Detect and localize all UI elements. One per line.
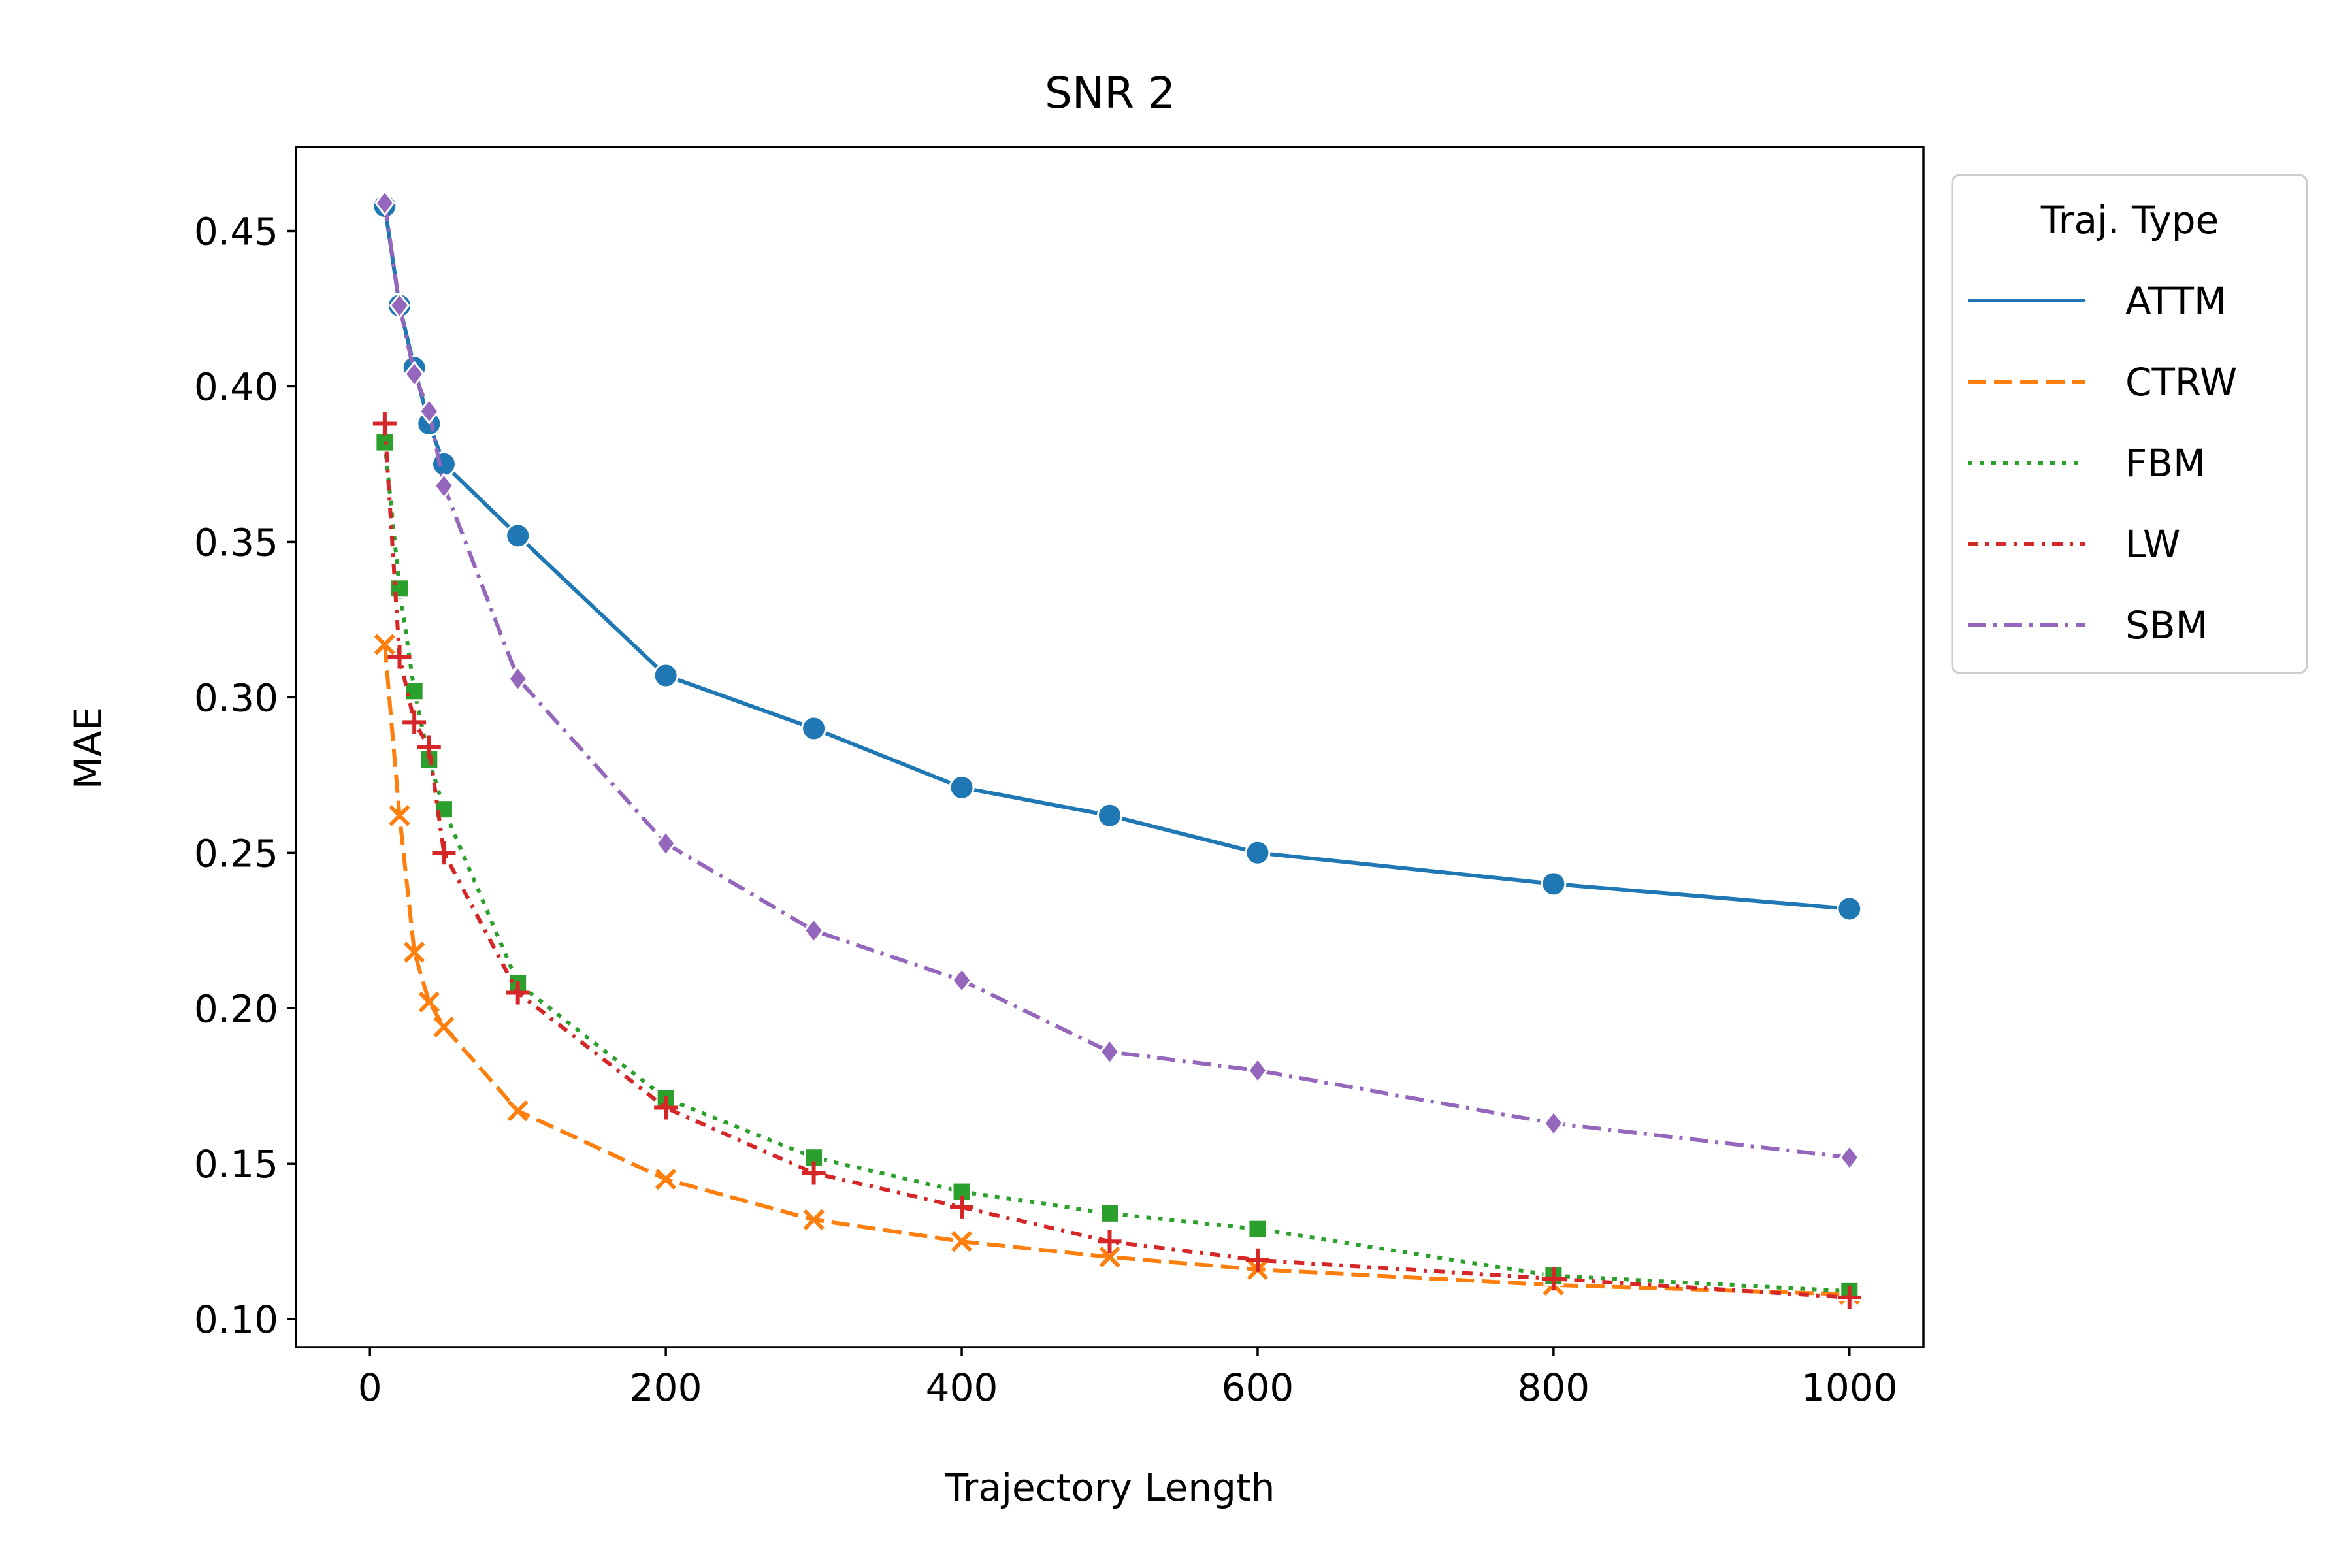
data-point [433,1016,455,1037]
data-point [655,830,677,857]
y-tick-label: 0.20 [194,987,278,1031]
x-tick-label: 400 [926,1365,998,1410]
x-tick-label: 800 [1518,1365,1590,1410]
legend-frame [1951,174,2308,674]
data-point [1838,1144,1860,1171]
plot-frame [295,146,1925,1348]
data-point [951,1231,973,1252]
data-point [802,1161,826,1185]
data-point [1541,871,1567,897]
series-sbm [374,189,1860,1171]
data-point [505,523,531,549]
plot-area [372,189,1863,1309]
y-tick-label: 0.40 [194,365,278,409]
x-tick-label: 1000 [1801,1365,1898,1410]
data-point [387,645,412,669]
data-point [951,966,972,994]
chart-title: SNR 2 [1045,68,1175,118]
y-tick-label: 0.35 [194,520,278,564]
data-point [404,681,425,702]
data-point [389,292,410,319]
data-point [507,1100,529,1122]
data-point [949,774,975,800]
data-point [801,715,827,742]
legend-label-fbm: FBM [2125,441,2206,485]
data-point [507,665,529,693]
data-point [431,451,457,477]
x-axis-label: Trajectory Length [945,1465,1275,1510]
series-lw [372,412,1861,1309]
data-point [1247,1056,1268,1084]
data-point [404,360,425,387]
x-tick-label: 600 [1222,1365,1294,1410]
data-point [1100,1203,1120,1224]
data-point [389,805,410,826]
data-point [374,634,395,655]
data-point [1097,802,1122,828]
legend: Traj. Type ATTM CTRW FBM LW SBM [1951,174,2308,674]
data-point [1837,896,1863,922]
data-point [1245,1248,1269,1272]
data-point [418,991,440,1013]
legend-items: ATTM CTRW FBM LW SBM [1968,279,2237,647]
y-tick-label: 0.45 [194,209,278,253]
data-point [1837,1285,1861,1309]
data-point [803,1209,825,1230]
data-point [372,412,397,436]
x-tick-label: 0 [358,1365,382,1410]
x-axis-ticks: 0 200 400 600 800 1000 [358,1347,1898,1410]
data-point [433,472,455,500]
data-point [417,735,441,759]
data-point [374,189,395,217]
data-point [1099,1246,1120,1268]
legend-label-lw: LW [2125,522,2180,566]
y-axis-ticks: 0.10 0.15 0.20 0.25 0.30 0.35 0.40 0.45 [194,209,296,1342]
legend-label-ctrw: CTRW [2125,360,2237,404]
data-point [432,841,456,865]
y-tick-label: 0.30 [194,676,278,720]
data-point [1543,1109,1564,1137]
data-point [1099,1038,1120,1066]
data-point [655,1168,677,1190]
data-point [654,1096,678,1120]
data-point [1245,840,1271,866]
data-point [1098,1230,1122,1254]
data-point [653,662,679,689]
data-point [1247,1218,1268,1239]
legend-label-sbm: SBM [2125,603,2208,647]
y-tick-label: 0.15 [194,1142,278,1186]
legend-title: Traj. Type [2040,198,2219,242]
legend-label-attm: ATTM [2125,279,2227,323]
data-point [404,941,425,963]
data-point [1541,1267,1565,1291]
data-point [950,1195,974,1219]
y-tick-label: 0.10 [194,1298,278,1342]
data-point [418,398,440,425]
data-point [402,710,427,734]
data-point [803,917,825,944]
data-point [506,981,530,1005]
y-tick-label: 0.25 [194,831,278,875]
x-tick-label: 200 [630,1365,702,1410]
y-axis-label: MAE [66,707,110,789]
